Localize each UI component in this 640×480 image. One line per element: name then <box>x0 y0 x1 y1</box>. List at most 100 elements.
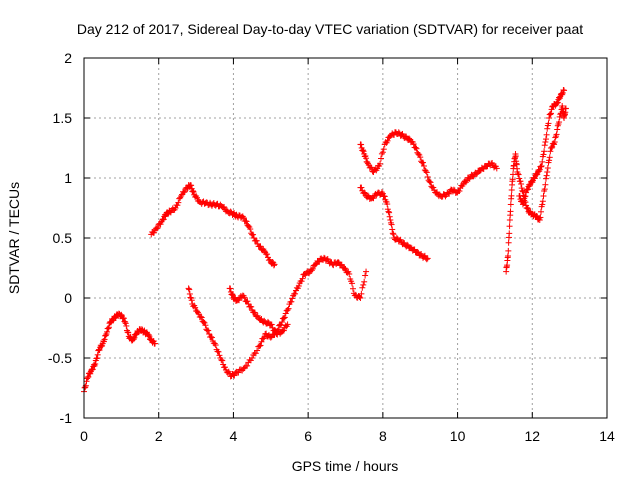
data-point <box>363 268 370 275</box>
data-point <box>122 319 129 325</box>
ticks-layer: 0 2 4 6 8 10 12 14 -1 -0.5 0 0.5 1 1.5 2 <box>48 50 615 444</box>
data-point <box>258 338 265 345</box>
data-point <box>541 142 548 149</box>
data-point <box>245 223 252 229</box>
data-point <box>85 373 92 380</box>
data-point <box>507 201 514 208</box>
data-point <box>556 119 563 126</box>
data-point <box>335 259 342 265</box>
series-track-2 <box>148 182 278 269</box>
data-point <box>543 172 550 179</box>
data-point <box>415 151 422 157</box>
data-point <box>413 145 420 152</box>
data-point <box>385 208 392 215</box>
data-point <box>181 188 188 195</box>
data-point <box>546 154 553 161</box>
data-point <box>187 294 194 301</box>
data-point <box>251 309 258 316</box>
data-point <box>512 153 519 160</box>
data-point <box>280 315 287 322</box>
data-point <box>505 247 512 254</box>
data-point <box>430 184 437 191</box>
data-point <box>298 278 305 285</box>
data-point <box>105 324 112 331</box>
data-point <box>559 89 566 96</box>
data-point <box>531 175 538 182</box>
series-track-1 <box>81 310 158 395</box>
data-point <box>548 144 555 151</box>
data-point <box>159 217 166 223</box>
data-point <box>150 338 157 345</box>
data-point <box>229 291 236 298</box>
data-point <box>384 137 391 144</box>
data-point <box>539 198 546 205</box>
data-point <box>450 186 457 193</box>
series-track-4 <box>226 285 291 338</box>
data-point <box>547 148 554 155</box>
data-point <box>554 126 561 133</box>
data-point <box>558 90 565 97</box>
y-tick-label: 0 <box>64 290 72 306</box>
data-point <box>208 333 215 340</box>
data-point <box>550 140 557 147</box>
data-point <box>544 125 551 132</box>
data-point <box>509 171 516 178</box>
data-point <box>254 347 261 354</box>
data-point <box>82 384 89 391</box>
data-point <box>556 94 563 101</box>
data-point <box>189 187 196 194</box>
data-point <box>261 247 268 254</box>
data-point <box>544 165 551 172</box>
data-point <box>553 100 560 107</box>
x-axis-title: GPS time / hours <box>292 458 399 474</box>
x-tick-label: 0 <box>80 428 88 444</box>
data-point <box>271 327 278 334</box>
data-point <box>198 314 205 321</box>
data-point <box>249 355 256 361</box>
data-point <box>216 352 223 359</box>
data-point <box>272 328 279 335</box>
data-point <box>231 372 238 379</box>
y-tick-label: -1 <box>60 410 73 426</box>
data-point <box>426 178 433 185</box>
data-point <box>545 120 552 127</box>
data-point <box>377 155 384 162</box>
data-point <box>346 271 353 277</box>
data-point <box>122 320 129 327</box>
data-point <box>536 217 543 223</box>
data-point <box>125 329 132 336</box>
data-point <box>493 165 500 172</box>
data-point <box>285 305 292 312</box>
data-point <box>389 226 396 233</box>
data-point <box>523 189 530 196</box>
data-point <box>227 285 234 292</box>
data-point <box>151 340 158 347</box>
data-point <box>554 99 561 106</box>
data-point <box>341 265 348 272</box>
data-point <box>89 366 96 373</box>
data-point <box>553 131 560 138</box>
data-point <box>542 181 549 188</box>
data-point <box>381 193 388 200</box>
data-point <box>157 221 164 228</box>
data-point <box>190 188 197 195</box>
data-point <box>538 163 545 170</box>
data-point <box>542 136 549 143</box>
data-point <box>562 105 569 112</box>
data-point <box>518 185 525 192</box>
data-point <box>252 350 259 357</box>
data-point <box>90 361 97 368</box>
data-point <box>261 334 268 341</box>
data-point <box>312 261 319 268</box>
data-point <box>299 275 306 282</box>
data-point <box>236 297 243 304</box>
data-point <box>289 295 296 302</box>
data-point <box>219 357 226 364</box>
data-point <box>406 135 413 142</box>
data-point <box>515 171 522 178</box>
data-point <box>363 155 370 162</box>
data-point <box>358 184 365 191</box>
data-point <box>146 333 153 340</box>
series-track-8 <box>516 87 568 208</box>
